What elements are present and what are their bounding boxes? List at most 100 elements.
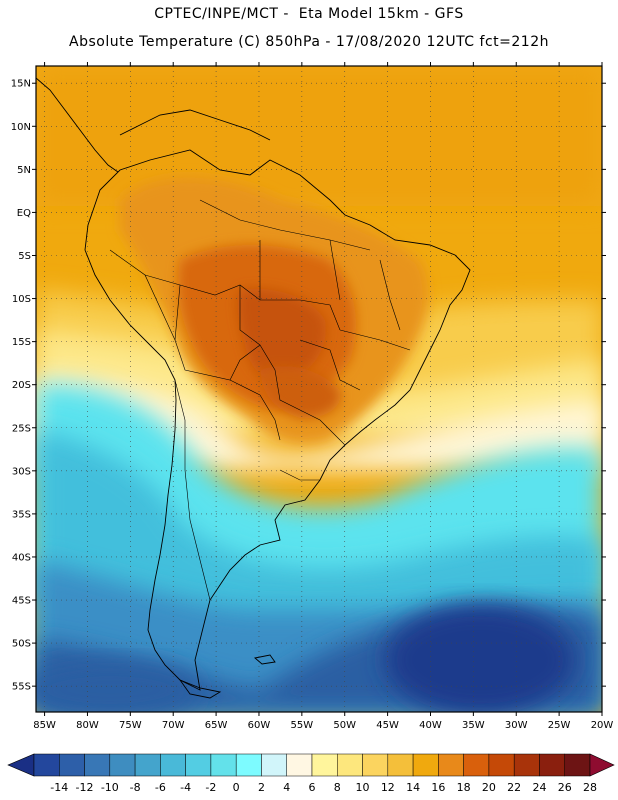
colorbar-label: -2 [205,781,216,794]
field-land-hot-south [260,366,341,419]
colorbar-segment [210,753,237,777]
falkland-islands [254,654,276,665]
colorbar-segment [513,753,540,777]
lon-tick-label: 20W [591,720,614,731]
lat-tick-label: 15S [12,337,31,348]
lat-tick-label: 5S [18,251,31,262]
border-argentina-paraguay [229,379,281,441]
colorbar-label: 20 [482,781,496,794]
colorbar-label: -10 [101,781,119,794]
colorbar-segment [160,753,186,777]
colorbar-label: 28 [583,781,597,794]
border-brazil-west [144,274,341,331]
colorbar-segment [311,753,338,777]
lon-tick-label: 35W [462,720,485,731]
lat-tick-label: 25S [12,423,31,434]
lat-tick-label: 20S [12,380,31,391]
lon-tick-label: 75W [119,720,142,731]
lon-tick-label: 30W [505,720,528,731]
lon-tick-label: 40W [419,720,442,731]
colorbar-label: 24 [532,781,546,794]
border-brazil-south [239,285,346,446]
caribbean-coastline [119,109,271,141]
map-title: CPTEC/INPE/MCT - Eta Model 15km - GFS [154,6,464,22]
country-borders [109,199,411,601]
border-argentina-chile [174,379,211,601]
lat-tick-label: 10N [11,122,31,133]
field-north-band [36,66,602,206]
colorbar-segment [33,753,60,777]
border-bolivia [174,284,261,381]
colorbar-label: -4 [180,781,191,794]
border-uruguay [279,469,320,481]
colorbar-label: 4 [283,781,290,794]
colorbar-segment [235,753,262,777]
colorbar-segment [84,753,111,777]
lon-tick-label: 70W [162,720,185,731]
colorbar-label: 6 [309,781,316,794]
lon-tick-label: 25W [548,720,571,731]
lon-tick-label: 65W [205,720,228,731]
colorbar-segment [286,753,313,777]
colorbar-label: 0 [233,781,240,794]
lat-tick-label: 50S [12,639,31,650]
colorbar-segment [59,753,85,777]
lon-tick-label: 50W [333,720,356,731]
colorbar: -14 -12 -10 -8 -6 -4 -2 0 2 4 6 8 10 12 14 16 18 20 22 24 26… [7,753,615,794]
colorbar-label: 18 [457,781,471,794]
colorbar-segment [438,753,464,777]
field-navy-west [36,660,200,712]
map-frame [35,65,603,713]
colorbar-label: 2 [258,781,265,794]
colorbar-segment [185,753,212,777]
colorbar-segment [564,753,591,777]
colorbar-label: 12 [381,781,395,794]
field-navy-core [385,605,575,712]
lat-tick-label: EQ [17,208,31,219]
lon-tick-label: 45W [376,720,399,731]
colorbar-label: -14 [50,781,68,794]
tierra-del-fuego [178,679,222,699]
colorbar-label: 22 [507,781,521,794]
south-america-coastline [84,149,471,691]
colorbar-segment [134,753,161,777]
lat-tick-label: 15N [11,79,31,90]
colorbar-label: 14 [406,781,420,794]
lat-tick-label: 45S [12,596,31,607]
colorbar-label: 10 [356,781,370,794]
lon-tick-label: 80W [76,720,99,731]
colorbar-segment [539,753,565,777]
colorbar-label: -8 [130,781,141,794]
colorbar-label: -12 [76,781,94,794]
lat-tick-label: 5N [17,165,31,176]
colorbar-segment [261,753,287,777]
border-peru [109,249,176,341]
colorbar-label: 16 [431,781,445,794]
colorbar-segment [387,753,414,777]
colorbar-max-arrow [589,753,615,777]
colorbar-segment [412,753,439,777]
lat-tick-label: 10S [12,294,31,305]
colorbar-label: 8 [334,781,341,794]
coastlines [36,77,471,699]
colorbar-segment [337,753,363,777]
colorbar-segment [109,753,136,777]
axis-ticks: 15N 10N 5N EQ 5S 10S 15S 20S 25S 30S 35S 40S 45S 50S 5… [11,62,614,731]
colorbar-label: 26 [558,781,572,794]
lat-tick-label: 35S [12,509,31,520]
border-brazil-states [199,199,411,391]
lat-tick-label: 55S [12,682,31,693]
field-land-hottest [237,288,326,381]
lon-tick-label: 85W [33,720,56,731]
colorbar-min-arrow [7,753,35,777]
lon-tick-label: 55W [291,720,314,731]
colorbar-segment [362,753,389,777]
colorbar-label: -6 [155,781,166,794]
lon-tick-label: 60W [248,720,271,731]
map-subtitle: Absolute Temperature (C) 850hPa - 17/08/… [69,34,549,50]
central-america-coastline [36,77,119,173]
colorbar-segment [463,753,490,777]
colorbar-segment [488,753,515,777]
lat-tick-label: 40S [12,552,31,563]
